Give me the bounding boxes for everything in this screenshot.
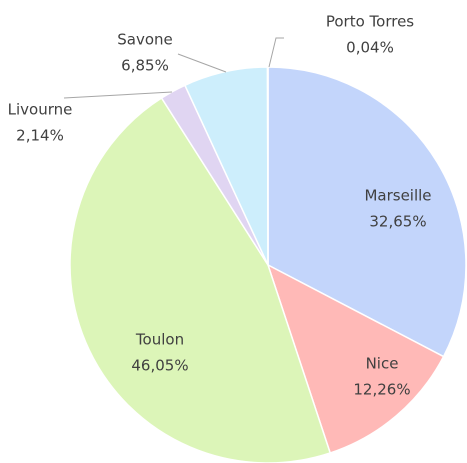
pie-slice bbox=[266, 263, 445, 454]
slice-value-label: 0,04% bbox=[346, 39, 394, 57]
slice-label: Livourne bbox=[8, 101, 73, 119]
slice-label: Nice bbox=[366, 355, 399, 373]
pie-slice bbox=[267, 66, 467, 358]
slice-label: Savone bbox=[117, 31, 173, 49]
slice-value-label: 2,14% bbox=[16, 127, 64, 145]
slice-value-label: 46,05% bbox=[131, 357, 188, 375]
slice-label: Porto Torres bbox=[326, 13, 414, 31]
leader-line bbox=[63, 91, 173, 99]
slice-value-label: 6,85% bbox=[121, 57, 169, 75]
leader-line bbox=[177, 53, 227, 73]
leader-line bbox=[268, 37, 284, 68]
slice-value-label: 32,65% bbox=[369, 213, 426, 231]
pie-slice bbox=[69, 96, 332, 463]
slice-label: Toulon bbox=[135, 331, 184, 349]
slice-label: Marseille bbox=[364, 187, 431, 205]
slice-value-label: 12,26% bbox=[353, 381, 410, 399]
